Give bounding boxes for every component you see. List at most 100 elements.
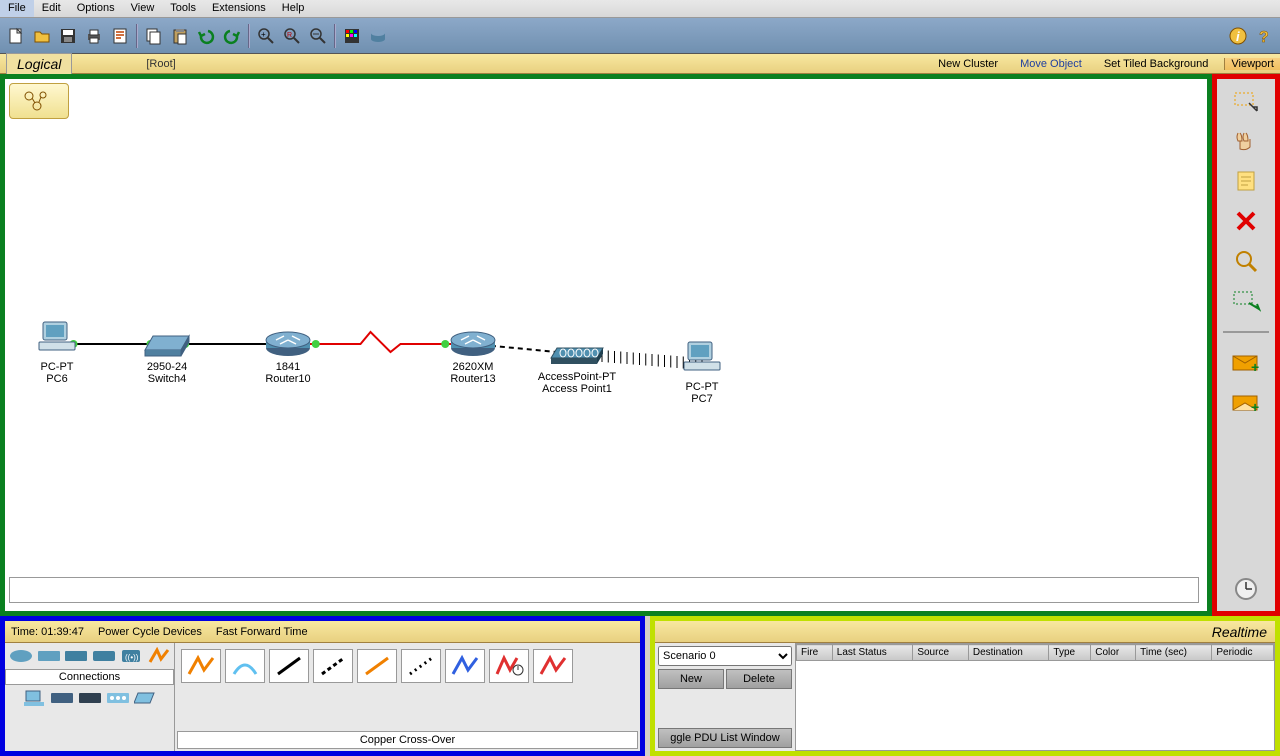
copy-icon[interactable] — [142, 24, 166, 48]
delete-tool-icon[interactable] — [1228, 207, 1264, 235]
inspect-tool-icon[interactable] — [1228, 247, 1264, 275]
svg-text:2950-24: 2950-24 — [147, 361, 187, 373]
palette-icon[interactable] — [340, 24, 364, 48]
svg-text:Switch4: Switch4 — [148, 373, 187, 385]
end-devices-icon[interactable] — [22, 689, 46, 707]
svg-text:((•)): ((•)) — [125, 653, 139, 662]
console-connection-icon[interactable] — [225, 649, 265, 683]
device-r13[interactable]: 2620XMRouter13 — [450, 332, 495, 385]
save-icon[interactable] — [56, 24, 80, 48]
move-tool-icon[interactable] — [1228, 127, 1264, 155]
time-label: Time: 01:39:47 — [11, 626, 84, 638]
pdu-column-header[interactable]: Source — [913, 645, 969, 661]
workspace[interactable]: PC-PTPC62950-24Switch41841Router102620XM… — [0, 74, 1212, 616]
svg-text:PC-PT: PC-PT — [686, 381, 719, 393]
complex-pdu-icon[interactable]: + — [1228, 389, 1264, 417]
fiber-connection-icon[interactable] — [357, 649, 397, 683]
topology-canvas[interactable]: PC-PTPC62950-24Switch41841Router102620XM… — [5, 79, 1207, 611]
svg-text:?: ? — [1259, 29, 1269, 45]
security-devices-icon[interactable] — [50, 689, 74, 707]
multiuser-icon[interactable] — [134, 689, 158, 707]
menu-tools[interactable]: Tools — [162, 0, 204, 17]
root-breadcrumb[interactable]: [Root] — [146, 58, 175, 70]
device-ap1[interactable]: AccessPoint-PTAccess Point1 — [538, 348, 617, 395]
pdu-column-header[interactable]: Time (sec) — [1136, 645, 1212, 661]
pdu-column-header[interactable]: Fire — [797, 645, 833, 661]
phone-connection-icon[interactable] — [401, 649, 441, 683]
copper-crossover-icon[interactable] — [313, 649, 353, 683]
svg-text:2620XM: 2620XM — [453, 361, 494, 373]
time-bar: Time: 01:39:47 Power Cycle Devices Fast … — [5, 621, 640, 643]
copper-straight-icon[interactable] — [269, 649, 309, 683]
coaxial-connection-icon[interactable] — [445, 649, 485, 683]
set-tiled-bg-button[interactable]: Set Tiled Background — [1098, 58, 1215, 70]
new-scenario-button[interactable]: New — [658, 669, 724, 689]
device-sw4[interactable]: 2950-24Switch4 — [145, 336, 189, 385]
menu-extensions[interactable]: Extensions — [204, 0, 274, 17]
svg-text:Access Point1: Access Point1 — [542, 383, 612, 395]
description-box[interactable] — [9, 577, 1199, 603]
svg-text:i: i — [1236, 29, 1240, 44]
delete-scenario-button[interactable]: Delete — [726, 669, 792, 689]
custom-devices-icon[interactable] — [106, 689, 130, 707]
move-object-button[interactable]: Move Object — [1014, 58, 1088, 70]
info-icon[interactable]: i — [1226, 24, 1250, 48]
custom-device-icon[interactable] — [366, 24, 390, 48]
logical-tab[interactable]: Logical — [6, 53, 72, 74]
undo-icon[interactable] — [194, 24, 218, 48]
device-pc6[interactable]: PC-PTPC6 — [39, 322, 75, 385]
svg-text:+: + — [261, 30, 266, 39]
pdu-column-header[interactable]: Periodic — [1212, 645, 1274, 661]
pdu-column-header[interactable]: Last Status — [832, 645, 913, 661]
simulation-mode-icon[interactable] — [1228, 575, 1264, 603]
realtime-label[interactable]: Realtime — [1212, 624, 1267, 640]
power-cycle-button[interactable]: Power Cycle Devices — [98, 626, 202, 638]
wireless-category-icon[interactable] — [92, 647, 116, 665]
print-icon[interactable] — [82, 24, 106, 48]
zoom-in-icon[interactable]: + — [254, 24, 278, 48]
menu-view[interactable]: View — [123, 0, 163, 17]
routers-category-icon[interactable] — [9, 647, 33, 665]
new-cluster-button[interactable]: New Cluster — [932, 58, 1004, 70]
svg-text:1841: 1841 — [276, 361, 300, 373]
select-tool-icon[interactable] — [1228, 87, 1264, 115]
wan-category-icon[interactable]: ((•)) — [119, 647, 143, 665]
menu-edit[interactable]: Edit — [34, 0, 69, 17]
zoom-reset-icon[interactable]: R — [280, 24, 304, 48]
device-r10[interactable]: 1841Router10 — [265, 332, 310, 385]
serial-dte-icon[interactable] — [533, 649, 573, 683]
serial-dce-icon[interactable] — [489, 649, 529, 683]
device-pc7[interactable]: PC-PTPC7 — [684, 342, 720, 405]
resize-tool-icon[interactable] — [1228, 287, 1264, 315]
note-tool-icon[interactable] — [1228, 167, 1264, 195]
simple-pdu-icon[interactable]: + — [1228, 349, 1264, 377]
zoom-out-icon[interactable] — [306, 24, 330, 48]
open-file-icon[interactable] — [30, 24, 54, 48]
help-icon[interactable]: ? — [1252, 24, 1276, 48]
menu-options[interactable]: Options — [69, 0, 123, 17]
connection-types-panel: Copper Cross-Over — [175, 643, 640, 751]
menu-file[interactable]: File — [0, 0, 34, 17]
pdu-table[interactable]: FireLast StatusSourceDestinationTypeColo… — [795, 643, 1275, 751]
pdu-column-header[interactable]: Color — [1091, 645, 1136, 661]
fast-forward-button[interactable]: Fast Forward Time — [216, 626, 308, 638]
connections-label: Connections — [5, 669, 174, 685]
scenario-select[interactable]: Scenario 0 — [658, 646, 792, 666]
redo-icon[interactable] — [220, 24, 244, 48]
svg-text:R: R — [287, 32, 292, 39]
paste-icon[interactable] — [168, 24, 192, 48]
auto-connection-icon[interactable] — [181, 649, 221, 683]
svg-text:Router10: Router10 — [265, 373, 310, 385]
toggle-pdu-list-button[interactable]: ggle PDU List Window — [658, 728, 792, 748]
pdu-column-header[interactable]: Destination — [968, 645, 1049, 661]
hubs-category-icon[interactable] — [64, 647, 88, 665]
wizard-icon[interactable] — [108, 24, 132, 48]
pdu-column-header[interactable]: Type — [1049, 645, 1091, 661]
switches-category-icon[interactable] — [37, 647, 61, 665]
wan-emulation-icon[interactable] — [78, 689, 102, 707]
viewport-button[interactable]: Viewport — [1224, 58, 1280, 70]
new-file-icon[interactable] — [4, 24, 28, 48]
menu-help[interactable]: Help — [274, 0, 313, 17]
connections-category-icon[interactable] — [147, 647, 171, 665]
svg-text:PC6: PC6 — [46, 373, 67, 385]
